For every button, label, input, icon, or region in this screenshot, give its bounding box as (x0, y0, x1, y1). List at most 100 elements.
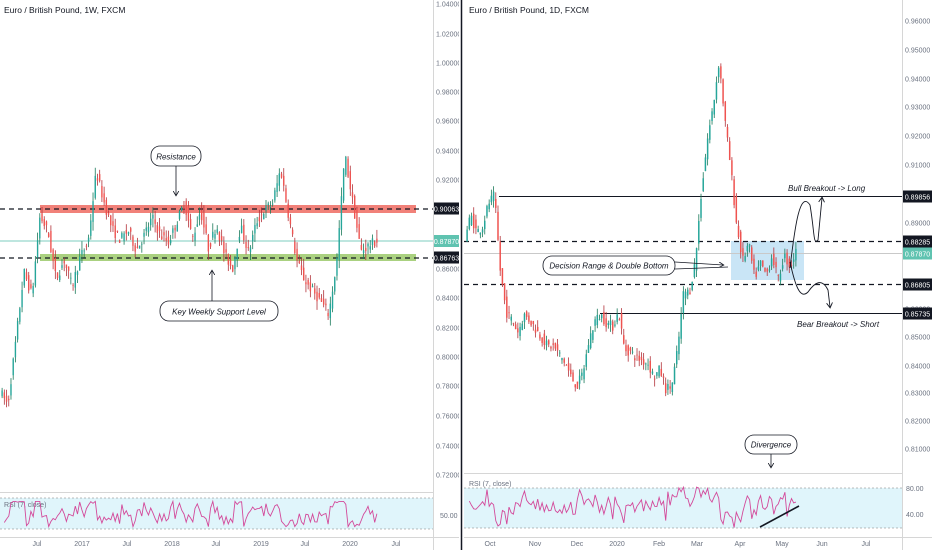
candle-body (285, 188, 287, 202)
y-tick-label: 0.78000 (436, 384, 461, 391)
candle-body (715, 82, 718, 100)
bull-breakout-label: Bull Breakout -> Long (788, 184, 866, 193)
candle-body (495, 198, 497, 208)
candle-body (532, 321, 535, 324)
candle-body (779, 273, 782, 282)
candle-body (614, 324, 616, 326)
candle-body (121, 233, 123, 238)
daily-current-price-tag: 0.87870 (903, 247, 932, 260)
candle-body (543, 333, 546, 345)
y-tick-label: 0.98000 (436, 90, 461, 97)
candle-body (757, 266, 760, 270)
candle-body (675, 351, 678, 365)
candle-body (298, 261, 300, 263)
y-tick-label: 0.82000 (905, 419, 930, 426)
candle-body (784, 253, 786, 259)
candle-body (605, 318, 607, 328)
x-tick-label: Feb (653, 541, 665, 548)
x-tick-label: Jul (123, 541, 132, 548)
candle-body (510, 316, 512, 321)
candle-body (203, 212, 205, 228)
resistance-label: Resistance (156, 153, 196, 162)
candle-body (103, 193, 105, 203)
candle-body (360, 244, 363, 250)
y-tick-label: 1.02000 (436, 32, 461, 39)
candle-body (327, 312, 329, 317)
decision-range-callout: Decision Range & Double Bottom (542, 255, 729, 276)
candle-body (236, 248, 238, 260)
candle-body (12, 358, 14, 376)
candle-body (570, 369, 572, 375)
daily-x-axis: Oct Nov Dec 2020 Feb Mar Apr May Jun Jul (485, 541, 871, 548)
candle-body (709, 125, 711, 140)
candle-body (373, 241, 376, 247)
candle-body (322, 298, 325, 305)
divergence-label: Divergence (751, 441, 792, 450)
candle-body (196, 224, 198, 227)
candle-body (30, 284, 32, 289)
svg-text:0.86763: 0.86763 (434, 256, 459, 263)
candle-body (340, 196, 343, 230)
candle-body (98, 174, 101, 181)
candle-body (216, 229, 218, 233)
candle-body (147, 226, 150, 233)
candle-body (517, 328, 519, 333)
candle-body (367, 243, 369, 247)
candle-body (240, 225, 243, 234)
candle-body (34, 261, 37, 286)
daily-rsi-label: RSI (7, close) (469, 481, 511, 488)
weekly-rsi-level-label: 50.00 (440, 513, 458, 520)
weekly-chart-title: Euro / British Pound, 1W, FXCM (4, 5, 125, 15)
candle-body (10, 384, 12, 396)
candle-body (691, 281, 693, 290)
candle-body (695, 248, 698, 271)
daily-rsi-level-80: 80.00 (906, 486, 924, 493)
candle-body (154, 219, 156, 224)
candle-body (45, 221, 48, 226)
candle-body (788, 258, 791, 268)
y-tick-label: 0.92000 (436, 178, 461, 185)
candle-body (700, 198, 702, 218)
bull-projection-arrow (789, 198, 822, 269)
candle-body (671, 382, 674, 393)
candle-body (786, 252, 788, 265)
y-tick-label: 0.91000 (905, 163, 930, 170)
y-tick-label: 0.95000 (905, 48, 930, 55)
svg-text:0.87870: 0.87870 (905, 252, 930, 259)
candle-body (174, 227, 176, 231)
candle-body (252, 234, 254, 242)
candle-body (269, 205, 272, 208)
candle-body (645, 363, 647, 365)
candle-body (85, 245, 88, 247)
candle-body (739, 231, 742, 253)
candle-body (263, 214, 265, 220)
candle-body (773, 253, 775, 265)
daily-candles (466, 63, 797, 397)
candle-body (354, 196, 356, 219)
daily-rsi-pane: RSI (7, close) 80.00 40.00 (464, 473, 924, 529)
candle-body (342, 168, 345, 201)
y-tick-label: 0.86000 (436, 267, 461, 274)
y-tick-label: 1.00000 (436, 61, 461, 68)
candle-body (684, 291, 687, 299)
candle-body (673, 366, 676, 385)
candle-body (287, 203, 289, 218)
candle-body (23, 268, 25, 286)
candle-body (589, 333, 592, 349)
candle-body (338, 228, 340, 260)
weekly-chart-panel: Euro / British Pound, 1W, FXCM Resistanc… (0, 0, 461, 550)
candle-body (554, 342, 557, 349)
candle-body (123, 233, 125, 241)
candle-body (781, 265, 784, 269)
candle-body (318, 292, 320, 298)
candle-body (541, 338, 543, 343)
weekly-rsi-line (3, 499, 378, 529)
candle-body (609, 320, 612, 326)
candle-body (212, 231, 214, 238)
candle-body (280, 173, 283, 178)
candle-body (660, 368, 663, 376)
y-tick-label: 0.82000 (436, 326, 461, 333)
candle-body (658, 365, 660, 377)
y-tick-label: 0.92000 (905, 134, 930, 141)
candle-body (680, 313, 682, 339)
